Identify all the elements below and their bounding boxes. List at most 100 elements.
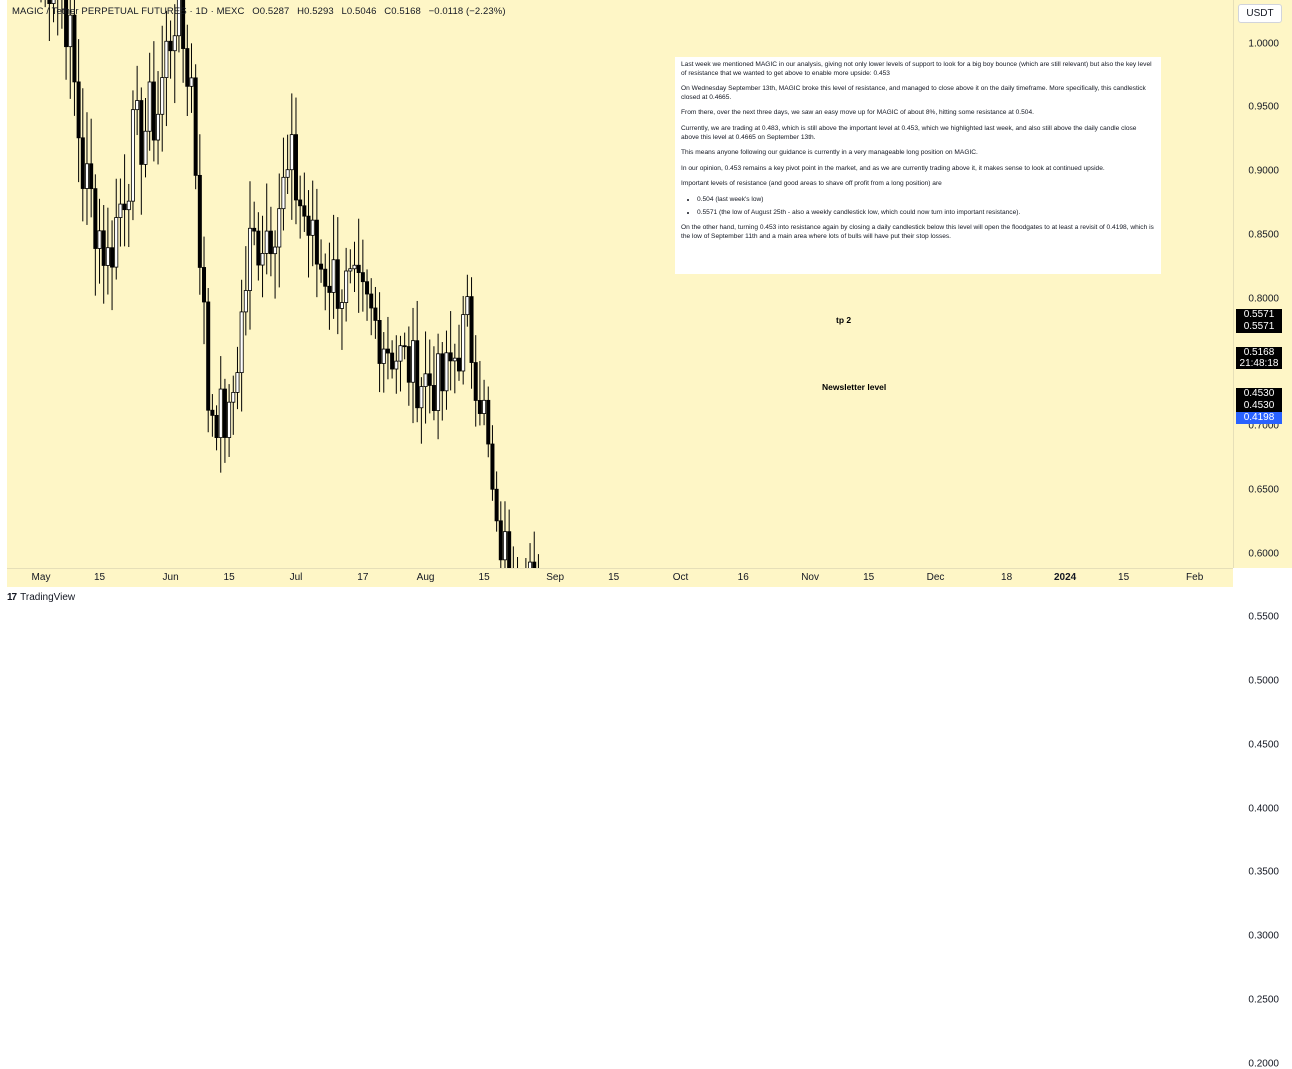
candle-body: [72, 14, 77, 83]
candle-body: [306, 215, 311, 236]
candle-body: [377, 320, 382, 364]
price-axis[interactable]: 1.00000.95000.90000.85000.80000.75000.70…: [1233, 0, 1292, 1069]
time-tick-label: May: [31, 572, 51, 583]
candle-body: [381, 348, 386, 364]
candle-body: [147, 81, 152, 132]
candle-body: [210, 409, 215, 416]
price-tick-label: 0.5000: [1248, 675, 1279, 687]
candle-body: [130, 109, 135, 202]
candle-body: [494, 488, 499, 522]
list-item: 0.504 (last week's low): [697, 196, 1155, 205]
price-tick-label: 0.8500: [1248, 229, 1279, 241]
symbol-title[interactable]: MAGIC / Tether PERPETUAL FUTURES · 1D · …: [12, 6, 245, 17]
low-value: L0.5046: [341, 6, 377, 17]
candle-body: [394, 360, 399, 370]
resistance-list: 0.504 (last week's low) 0.5571 (the low …: [681, 196, 1155, 217]
candle-body: [461, 314, 466, 372]
candle-body: [507, 531, 512, 568]
symbol-header: MAGIC / Tether PERPETUAL FUTURES · 1D · …: [12, 6, 511, 17]
tradingview-logo-icon: 17: [7, 592, 17, 603]
candle-body: [427, 373, 432, 386]
candle-body: [310, 219, 315, 236]
last-price-tag: 0.5168 21:48:18: [1236, 347, 1282, 369]
time-tick-label: Nov: [801, 572, 820, 583]
candle-body: [206, 301, 211, 411]
candle-body: [339, 302, 344, 309]
candle-body: [97, 230, 102, 249]
time-axis[interactable]: May 15 Jun 15 Jul 17 Aug 15 Sep 15 Oct 16 Nov 15 Dec 18…: [7, 568, 1233, 587]
candle-body: [76, 81, 81, 139]
candle-body: [448, 352, 453, 362]
candle-body: [406, 346, 411, 383]
time-tick-label: 15: [863, 572, 875, 583]
price-tick-label: 0.7000: [1248, 420, 1279, 432]
candle-body: [47, 0, 52, 4]
candlestick-chart: [40, 0, 539, 568]
candle-body: [411, 340, 416, 383]
time-tick-label: 15: [223, 572, 235, 583]
note-paragraph: From there, over the next three days, we…: [681, 109, 1034, 117]
candle-body: [348, 268, 353, 272]
time-tick-label: Aug: [416, 572, 435, 583]
candle-body: [532, 561, 537, 568]
candle-body: [477, 400, 482, 414]
candle-body: [398, 345, 403, 362]
candle-body: [298, 199, 303, 207]
candle-body: [114, 217, 119, 268]
candle-body: [202, 267, 207, 303]
candle-body: [419, 386, 424, 409]
candle-body: [302, 205, 307, 217]
candle-body: [360, 272, 365, 283]
time-tick-label: Feb: [1186, 572, 1204, 583]
price-tick-label: 0.9500: [1248, 101, 1279, 113]
analysis-note: Last week we mentioned MAGIC in our anal…: [675, 57, 1161, 274]
change-value: −0.0118 (−2.23%): [428, 6, 506, 17]
candle-body: [268, 230, 273, 255]
candle-body: [385, 348, 390, 354]
newsletter-level-label[interactable]: Newsletter level: [822, 382, 887, 392]
candle-body: [319, 263, 324, 270]
candle-body: [64, 0, 69, 48]
candle-body: [185, 48, 190, 87]
support-price-tag: 0.4530: [1236, 400, 1282, 412]
tp2-label[interactable]: tp 2: [836, 315, 852, 325]
candle-body: [502, 531, 507, 561]
candle-body: [273, 246, 278, 255]
candle-body: [156, 113, 161, 141]
candle-body: [93, 188, 98, 249]
last-price: 0.5168: [1243, 347, 1275, 358]
price-tick-label: 0.4000: [1248, 803, 1279, 815]
note-paragraph: On Wednesday September 13th, MAGIC broke…: [681, 85, 1146, 101]
price-tick-label: 0.8000: [1248, 293, 1279, 305]
candle-body: [168, 40, 173, 52]
candle-body: [482, 399, 487, 414]
candle-body: [344, 270, 349, 303]
candle-body: [528, 561, 533, 568]
price-tick-label: 1.0000: [1248, 38, 1279, 50]
time-tick-label: Jul: [289, 572, 303, 583]
candle-body: [189, 77, 194, 87]
candle-body: [235, 372, 240, 393]
price-tick-label: 0.3000: [1248, 930, 1279, 942]
candle-body: [243, 290, 248, 313]
candle-body: [373, 307, 378, 321]
candle-body: [293, 134, 298, 201]
time-tick-label: 15: [608, 572, 620, 583]
close-value: C0.5168: [384, 6, 421, 17]
time-tick-label: Sep: [546, 572, 565, 583]
note-paragraph: This means anyone following our guidance…: [681, 149, 978, 157]
candle-body: [436, 353, 441, 411]
time-tick-label: 18: [1001, 572, 1013, 583]
candle-body: [84, 163, 89, 189]
candle-body: [490, 443, 495, 490]
candle-body: [444, 352, 449, 392]
candle-body: [285, 169, 290, 178]
currency-button[interactable]: USDT: [1238, 4, 1282, 23]
candle-body: [281, 176, 286, 210]
candle-body: [164, 40, 169, 78]
candle-body: [415, 340, 420, 409]
candle-body: [193, 77, 198, 176]
low-price-tag: 0.4198: [1236, 412, 1282, 424]
price-tick-label: 0.9000: [1248, 165, 1279, 177]
candle-body: [352, 264, 357, 270]
